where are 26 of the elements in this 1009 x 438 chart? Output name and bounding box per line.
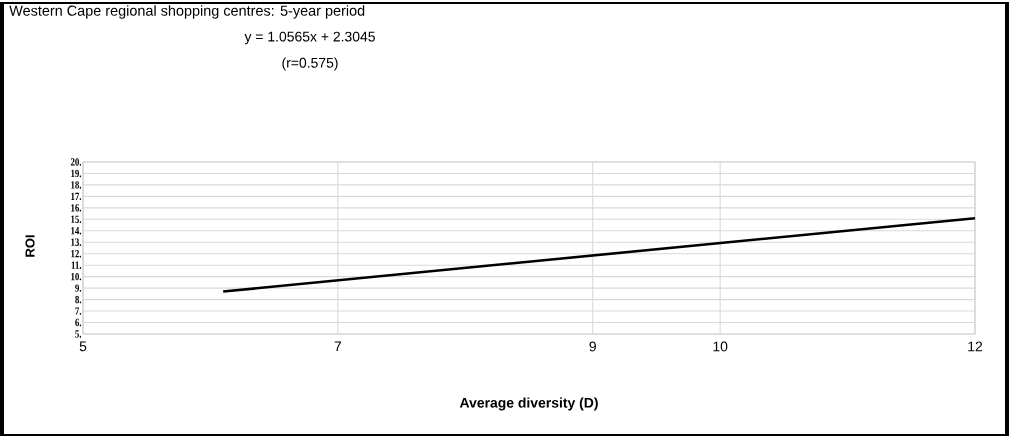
text: (r=0.575) bbox=[282, 57, 338, 71]
y-tick-label: 17. bbox=[71, 192, 82, 201]
y-tick-label: 7. bbox=[75, 307, 82, 315]
x-tick-label: 5 bbox=[79, 341, 87, 352]
y-tick-label: 8. bbox=[75, 295, 82, 304]
y-tick-label: 6. bbox=[75, 318, 82, 327]
y-tick-label: 16. bbox=[71, 204, 82, 212]
y-tick-label: 9. bbox=[75, 284, 82, 292]
x-tick-label: 9 bbox=[589, 341, 596, 352]
x-tick-label: 7 bbox=[334, 341, 342, 352]
y-tick-label: 15. bbox=[71, 215, 82, 224]
x-tick-label: 10 bbox=[713, 341, 728, 352]
y-axis-title: ROI bbox=[25, 235, 35, 257]
y-tick-label: 5. bbox=[75, 330, 82, 338]
y-tick-label: 19. bbox=[71, 169, 82, 178]
y-tick-label: 14. bbox=[71, 227, 82, 235]
y-tick-label: 10. bbox=[71, 272, 82, 281]
x-tick-label: 12 bbox=[968, 341, 983, 352]
y-tick-label: 11. bbox=[71, 261, 82, 269]
y-tick-label: 18. bbox=[71, 181, 82, 189]
y-tick-label: 13. bbox=[71, 238, 82, 246]
y-tick-label: 20. bbox=[70, 158, 82, 166]
x-axis-title: Average diversity (D) bbox=[459, 397, 598, 411]
y-tick-label: 12. bbox=[71, 250, 82, 258]
chart-title: Western Cape regional shopping centres: 5-year period bbox=[9, 5, 365, 19]
text: y = 1.0565x + 2.3045 bbox=[244, 31, 375, 45]
